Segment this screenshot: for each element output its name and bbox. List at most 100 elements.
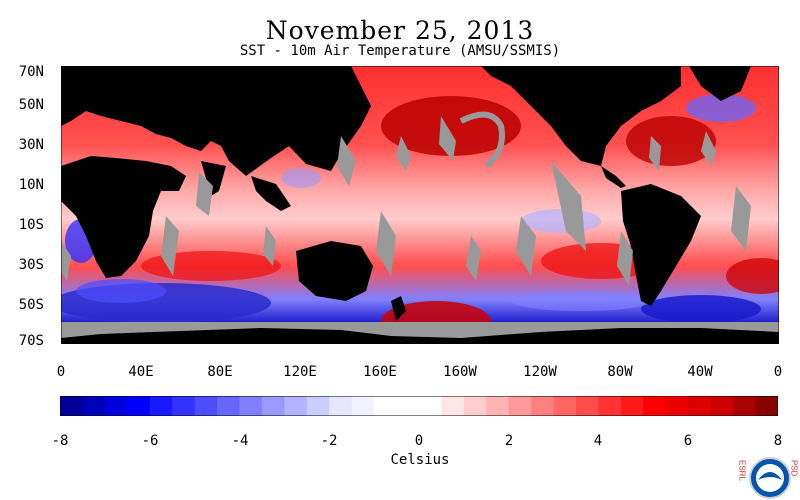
missing-data-wedge — [649, 136, 661, 171]
colorbar-bin — [261, 396, 285, 416]
colorbar-bin — [329, 396, 353, 416]
cold-anomaly-patch — [281, 168, 321, 188]
warm-anomaly-patch — [726, 258, 779, 294]
lon-label: 0 — [56, 364, 66, 380]
colorbar-bin — [463, 396, 487, 416]
missing-data-arc — [459, 111, 505, 169]
lat-label: 30N — [18, 137, 44, 153]
lon-label: 80E — [207, 364, 233, 380]
colorbar-bin — [755, 396, 778, 416]
colorbar-bin — [531, 396, 555, 416]
lon-label: 160W — [443, 364, 477, 380]
colorbar-bin — [486, 396, 510, 416]
colorbar — [60, 396, 778, 416]
japan — [323, 124, 337, 146]
warm-anomaly-patch — [381, 96, 521, 156]
noaa-seal-inner — [756, 464, 784, 492]
noaa-esrl-logo: ESRL NOAA PSD — [738, 457, 799, 499]
logo-left-text: ESRL — [738, 460, 747, 481]
colorbar-bin — [733, 396, 757, 416]
colorbar-bin — [688, 396, 712, 416]
missing-data-wedge — [196, 172, 213, 216]
cold-anomaly-patch — [686, 94, 756, 122]
warm-anomaly-patch — [626, 116, 716, 166]
colorbar-bin — [284, 396, 308, 416]
india — [201, 161, 226, 196]
colorbar-tick-label: -4 — [231, 433, 249, 449]
missing-data-wedge — [439, 116, 456, 161]
colorbar-bin — [82, 396, 106, 416]
colorbar-bin — [598, 396, 622, 416]
colorbar-bin — [351, 396, 375, 416]
australia — [296, 241, 373, 301]
colorbar-bin — [553, 396, 577, 416]
missing-data-wedge — [396, 136, 411, 171]
cold-anomaly-patch — [641, 295, 761, 323]
colorbar-bin — [643, 396, 667, 416]
europe-asia — [61, 66, 779, 176]
southeast-asia — [251, 176, 291, 211]
colorbar-bin — [508, 396, 532, 416]
north-america — [481, 66, 681, 166]
missing-data-wedge — [551, 161, 586, 251]
sst-anomaly-map — [61, 66, 779, 344]
lon-label: 40W — [687, 364, 713, 380]
lat-label: 70N — [18, 64, 44, 80]
cold-anomaly-patch — [76, 279, 166, 303]
missing-data-wedge — [337, 136, 356, 186]
colorbar-bin — [194, 396, 218, 416]
colorbar-bin — [172, 396, 196, 416]
warm-anomaly-patch — [141, 251, 281, 281]
colorbar-unit-label: Celsius — [390, 452, 450, 468]
colorbar-bin — [620, 396, 644, 416]
lat-label: 50N — [18, 97, 44, 113]
antarctica — [61, 328, 779, 344]
colorbar-tick-label: 2 — [504, 433, 514, 449]
map-title: November 25, 2013 — [265, 16, 535, 45]
colorbar-tick-label: 0 — [414, 433, 424, 449]
missing-data-wedge — [731, 186, 751, 251]
map-subtitle: SST - 10m Air Temperature (AMSU/SSMIS) — [239, 43, 561, 59]
logo-right-text: PSD — [790, 460, 799, 477]
noaa-seal-bird — [758, 472, 782, 480]
missing-data-wedge — [376, 211, 396, 276]
colorbar-bin — [149, 396, 173, 416]
missing-data-wedge — [701, 131, 716, 166]
colorbar-bin — [239, 396, 263, 416]
colorbar-bin — [576, 396, 599, 416]
lon-label: 40E — [128, 364, 154, 380]
arabia — [146, 161, 186, 191]
lon-label: 0 — [773, 364, 783, 380]
colorbar-tick-label: -2 — [320, 433, 338, 449]
colorbar-bin — [419, 396, 442, 416]
missing-data-wedge — [61, 241, 71, 281]
missing-data-wedge — [161, 216, 179, 276]
lat-label: 10N — [18, 177, 44, 193]
colorbar-tick-label: 8 — [773, 433, 783, 449]
colorbar-bin — [441, 396, 465, 416]
colorbar-bin — [396, 396, 420, 416]
central-america — [601, 166, 626, 188]
logo-center-text: NOAA — [763, 486, 778, 492]
missing-data-wedge — [263, 226, 276, 266]
colorbar-bin — [104, 396, 128, 416]
colorbar-bin — [665, 396, 689, 416]
lon-label: 80W — [607, 364, 633, 380]
new-zealand — [391, 296, 406, 321]
cold-anomaly-patch — [511, 291, 651, 311]
missing-data-wedge — [617, 231, 633, 286]
colorbar-tick-label: -6 — [141, 433, 159, 449]
lon-label: 120W — [523, 364, 557, 380]
cold-anomaly-patch — [521, 209, 601, 233]
colorbar-bin — [217, 396, 240, 416]
colorbar-bin — [374, 396, 398, 416]
colorbar-bin — [306, 396, 330, 416]
colorbar-tick-label: 4 — [593, 433, 603, 449]
lat-label: 10S — [18, 217, 44, 233]
colorbar-tick-label: 6 — [683, 433, 693, 449]
lat-label: 70S — [18, 333, 44, 349]
missing-data-wedge — [516, 216, 536, 276]
lat-label: 50S — [18, 297, 44, 313]
greenland — [689, 66, 751, 101]
colorbar-bin — [710, 396, 734, 416]
